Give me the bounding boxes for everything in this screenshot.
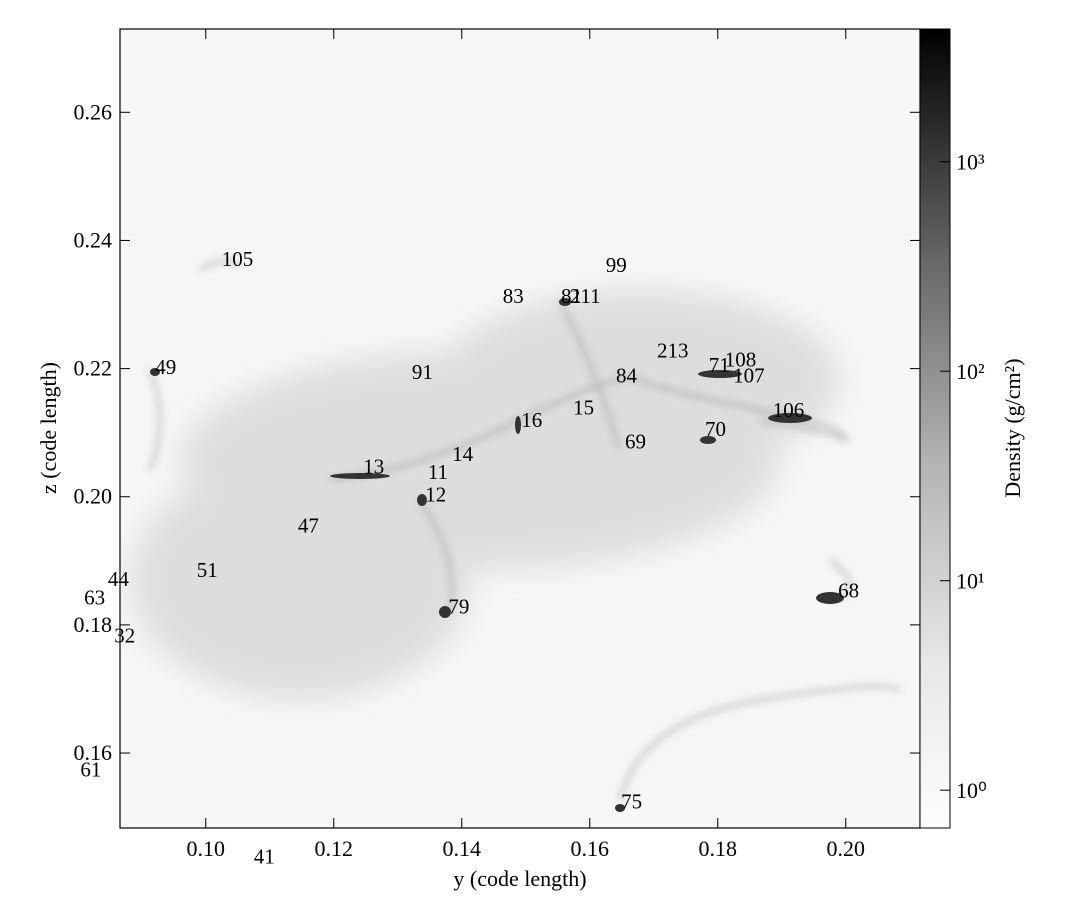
particle-label: 13 <box>363 454 384 478</box>
particle-label: 83 <box>503 284 524 308</box>
colorbar-tick-label: 10³ <box>956 150 985 175</box>
particle-label: 91 <box>412 360 433 384</box>
y-tick-label: 0.20 <box>74 484 113 509</box>
particle-label: 69 <box>625 429 646 453</box>
particle-label: 70 <box>705 417 726 441</box>
particle-label: 71 <box>709 353 730 377</box>
particle-label: 106 <box>773 398 805 422</box>
x-tick-label: 0.16 <box>571 836 610 861</box>
particle-label: 63 <box>84 586 105 610</box>
particle-label: 51 <box>197 558 218 582</box>
y-tick-label: 0.26 <box>74 99 113 124</box>
particle-label: 211 <box>570 284 601 308</box>
particle-label: 79 <box>448 595 469 619</box>
colorbar-tick-label: 10⁰ <box>956 778 987 803</box>
colorbar-tick-label: 10¹ <box>956 569 985 594</box>
particle-label: 75 <box>621 789 642 813</box>
y-axis-label: z (code length) <box>36 362 61 494</box>
x-tick-label: 0.20 <box>827 836 866 861</box>
density-image <box>120 29 920 828</box>
colorbar <box>919 28 951 829</box>
particle-label: 12 <box>425 483 446 507</box>
particle-label: 16 <box>521 408 542 432</box>
particle-label: 47 <box>298 513 319 537</box>
colorbar-tick-label: 10² <box>956 359 985 384</box>
y-tick-label: 0.24 <box>74 227 113 252</box>
particle-label: 105 <box>222 247 254 271</box>
particle-label: 41 <box>254 845 275 869</box>
y-tick-label: 0.16 <box>74 740 113 765</box>
particle-label: 99 <box>606 253 627 277</box>
particle-label: 15 <box>573 395 594 419</box>
x-tick-label: 0.12 <box>315 836 354 861</box>
x-axis-label: y (code length) <box>453 866 586 891</box>
colorbar-label: Density (g/cm²) <box>1000 358 1025 497</box>
x-tick-label: 0.10 <box>187 836 226 861</box>
particle-label: 81 <box>561 284 582 308</box>
x-tick-label: 0.14 <box>443 836 482 861</box>
particle-label: 213 <box>657 338 689 362</box>
particle-label: 11 <box>428 460 448 484</box>
particle-label: 108 <box>725 347 757 371</box>
particle-label: 84 <box>616 363 638 387</box>
particle-label: 49 <box>155 355 176 379</box>
particle-label: 44 <box>108 567 130 591</box>
particle-label: 32 <box>114 624 135 648</box>
particle-label: 107 <box>733 363 765 387</box>
x-tick-label: 0.18 <box>699 836 738 861</box>
particle-label: 68 <box>838 579 859 603</box>
particle-label: 14 <box>452 442 474 466</box>
y-tick-label: 0.22 <box>74 356 113 381</box>
particle-label: 61 <box>80 757 101 781</box>
y-tick-label: 0.18 <box>74 612 113 637</box>
